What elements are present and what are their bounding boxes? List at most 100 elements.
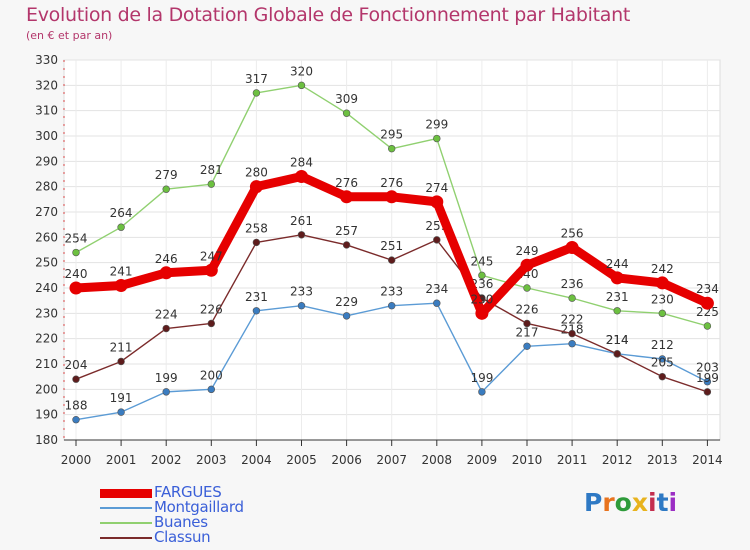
data-label-classun: 211 xyxy=(110,340,133,354)
data-label-fargues: 247 xyxy=(200,249,223,263)
data-label-montgaillard: 199 xyxy=(470,371,493,385)
data-label-montgaillard: 212 xyxy=(651,338,674,352)
data-point-buanes xyxy=(388,144,396,153)
data-point-montgaillard xyxy=(388,302,396,310)
legend-item-montgaillard: Montgaillard xyxy=(100,498,360,516)
y-tick-label: 200 xyxy=(35,382,58,396)
data-point-montgaillard xyxy=(568,340,576,348)
data-point-montgaillard xyxy=(703,378,712,386)
data-point-fargues xyxy=(700,296,714,310)
data-label-classun: 199 xyxy=(696,371,719,385)
data-point-montgaillard xyxy=(117,408,125,416)
data-label-classun: 251 xyxy=(380,239,403,253)
x-tick-label: 2000 xyxy=(61,453,92,467)
data-label-classun: 224 xyxy=(155,308,178,322)
data-label-buanes: 279 xyxy=(155,168,178,182)
legend-label: Montgaillard xyxy=(154,498,244,516)
data-point-montgaillard xyxy=(478,388,486,396)
data-point-fargues xyxy=(475,306,489,320)
data-point-fargues xyxy=(295,170,308,184)
data-point-buanes xyxy=(568,294,576,302)
data-point-classun xyxy=(658,372,666,381)
x-tick-label: 2003 xyxy=(196,453,227,467)
data-label-fargues: 246 xyxy=(155,252,178,266)
legend-item-fargues: FARGUES xyxy=(100,484,360,500)
data-label-classun: 258 xyxy=(245,221,268,235)
data-point-montgaillard xyxy=(658,355,666,363)
data-label-montgaillard: 233 xyxy=(290,285,313,299)
data-label-classun: 226 xyxy=(516,302,539,316)
data-label-buanes: 254 xyxy=(65,232,88,246)
data-point-classun xyxy=(297,231,306,239)
data-point-fargues xyxy=(69,281,83,295)
data-label-fargues: 276 xyxy=(380,176,403,190)
x-tick-label: 2004 xyxy=(241,453,272,467)
data-label-buanes: 225 xyxy=(696,305,719,319)
legend-item-buanes: Buanes xyxy=(100,513,360,531)
data-label-fargues: 249 xyxy=(516,244,539,258)
data-label-buanes: 236 xyxy=(561,277,584,291)
legend-swatch xyxy=(100,489,152,498)
x-tick-label: 2006 xyxy=(331,453,362,467)
logo-letter: r xyxy=(602,488,615,517)
data-point-fargues xyxy=(655,276,669,290)
logo-letter: i xyxy=(668,488,678,517)
data-label-buanes: 317 xyxy=(245,72,268,86)
data-point-buanes xyxy=(207,180,216,188)
logo-letter: i xyxy=(648,488,657,517)
data-point-montgaillard xyxy=(342,312,351,320)
proxiti-logo: Proxiti xyxy=(584,488,677,517)
data-point-buanes xyxy=(523,284,531,292)
data-label-montgaillard: 229 xyxy=(335,295,358,309)
data-point-classun xyxy=(613,350,621,358)
data-point-classun xyxy=(342,241,351,249)
logo-letter: P xyxy=(584,488,603,517)
data-point-classun xyxy=(162,324,170,333)
data-label-buanes: 295 xyxy=(380,128,403,142)
chart-title: Evolution de la Dotation Globale de Fonc… xyxy=(26,4,631,26)
data-label-buanes: 309 xyxy=(335,92,358,106)
data-point-classun xyxy=(433,236,441,244)
data-label-fargues: 244 xyxy=(606,257,629,271)
data-point-classun xyxy=(117,357,125,366)
data-point-buanes xyxy=(72,248,80,257)
y-tick-label: 250 xyxy=(35,256,58,270)
y-tick-label: 260 xyxy=(35,230,58,244)
y-tick-label: 270 xyxy=(35,205,58,219)
data-point-classun xyxy=(72,375,80,383)
y-tick-label: 240 xyxy=(35,281,58,295)
data-point-fargues xyxy=(610,271,624,285)
legend-label: Classun xyxy=(154,528,211,546)
data-point-montgaillard xyxy=(252,307,261,315)
data-point-buanes xyxy=(433,134,441,143)
x-tick-label: 2014 xyxy=(692,453,723,467)
data-label-montgaillard: 234 xyxy=(425,282,448,296)
data-point-buanes xyxy=(297,81,306,90)
data-point-montgaillard xyxy=(433,299,441,307)
data-point-classun xyxy=(568,329,576,338)
data-label-classun: 261 xyxy=(290,214,313,228)
data-label-fargues: 276 xyxy=(335,176,358,190)
data-label-classun: 257 xyxy=(335,224,358,238)
x-tick-label: 2013 xyxy=(647,453,678,467)
y-tick-label: 320 xyxy=(35,78,58,92)
data-label-classun: 222 xyxy=(561,313,584,327)
data-label-buanes: 320 xyxy=(290,64,313,78)
data-point-fargues xyxy=(520,258,534,272)
data-label-buanes: 230 xyxy=(651,292,674,306)
data-point-classun xyxy=(388,256,396,264)
data-label-montgaillard: 233 xyxy=(380,285,403,299)
legend: FARGUES Montgaillard Buanes Classun xyxy=(100,484,360,546)
y-tick-label: 290 xyxy=(35,154,58,168)
data-label-fargues: 274 xyxy=(425,181,448,195)
data-point-fargues xyxy=(340,190,354,204)
data-point-buanes xyxy=(117,223,125,231)
data-point-buanes xyxy=(703,322,712,330)
y-tick-label: 180 xyxy=(35,433,58,447)
legend-label: Buanes xyxy=(154,513,208,531)
data-label-classun: 214 xyxy=(606,333,629,347)
y-tick-label: 330 xyxy=(35,53,58,67)
y-tick-label: 220 xyxy=(35,332,58,346)
data-label-classun: 205 xyxy=(651,356,674,370)
data-label-buanes: 281 xyxy=(200,163,223,177)
